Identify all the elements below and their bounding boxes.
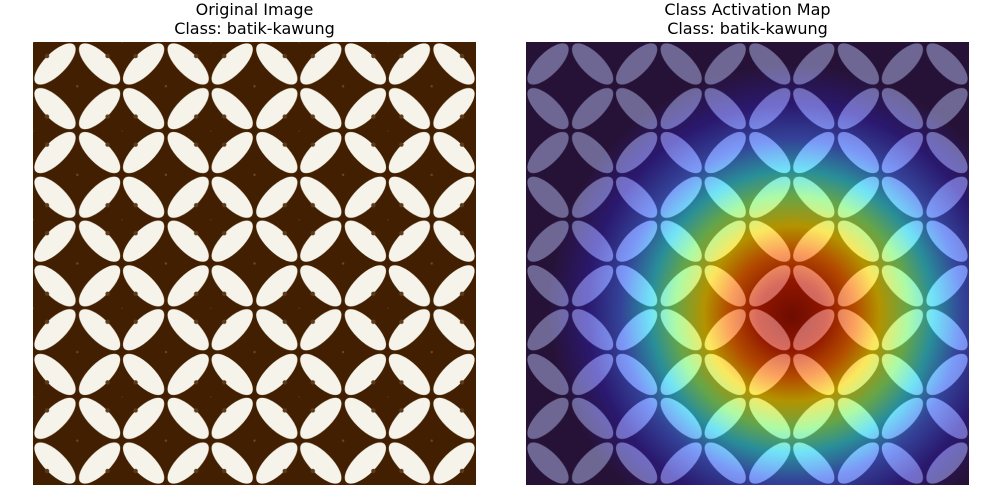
cam-title-line: Class Activation Map xyxy=(664,0,831,19)
cam-class-line: Class: batik-kawung xyxy=(667,19,828,38)
batik-pattern-svg xyxy=(33,42,476,485)
cam-title: Class Activation Map Class: batik-kawung xyxy=(526,0,969,38)
cam-overlay-svg xyxy=(526,42,969,485)
original-image-class-line: Class: batik-kawung xyxy=(174,19,335,38)
class-activation-map-image xyxy=(526,42,969,485)
heatmap-overlay xyxy=(526,42,969,485)
original-image-title: Original Image Class: batik-kawung xyxy=(33,0,476,38)
original-image xyxy=(33,42,476,485)
original-image-title-line: Original Image xyxy=(195,0,314,19)
